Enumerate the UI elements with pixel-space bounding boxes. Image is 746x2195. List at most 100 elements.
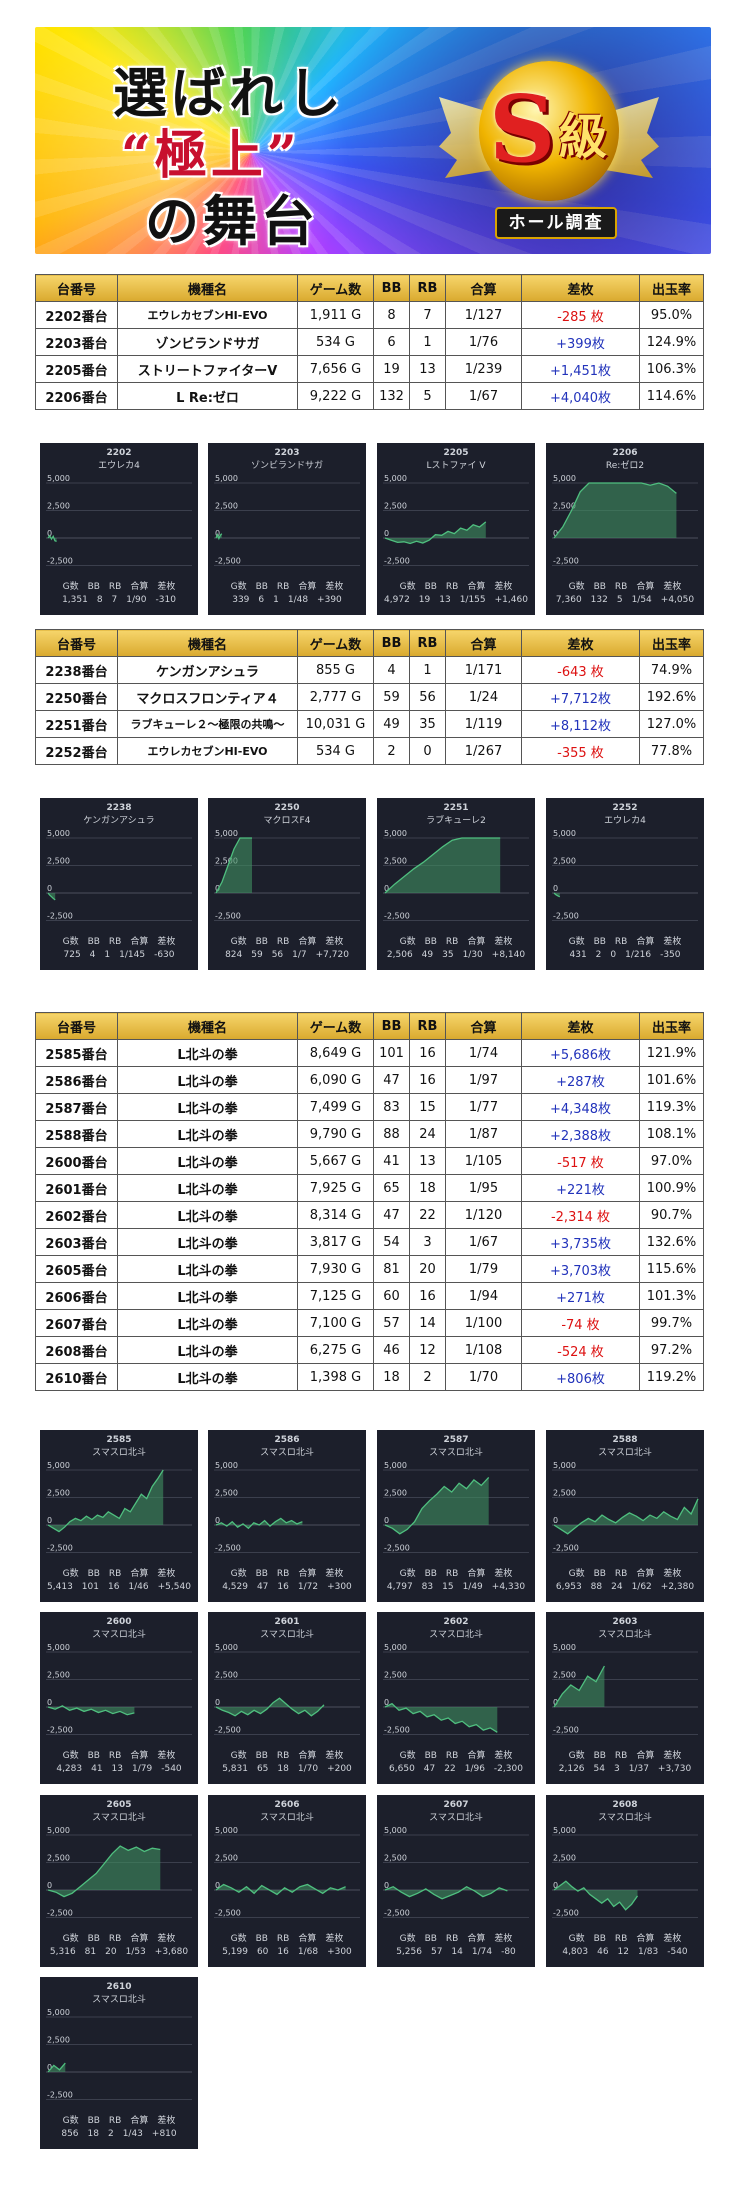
graph-header: 2610 スマスロ北斗 (40, 1981, 198, 2007)
graph-machine-name: スマスロ北斗 (598, 1448, 652, 1458)
axis-tick-label: -2,500 (553, 1726, 579, 1735)
series-area (385, 1477, 489, 1534)
graph-machine-name: スマスロ北斗 (429, 1448, 483, 1458)
series-area (554, 1498, 698, 1534)
axis-tick-label: 0 (553, 1516, 558, 1525)
slump-graph: 5,000 2,500 0 -2,500 (46, 1826, 192, 1918)
cell-rate: 115.6% (639, 1255, 704, 1283)
graph-card-2252: 2252 エウレカ4 5,000 2,500 0 -2,500 G数 BB RB 合算 差枚… (546, 798, 704, 970)
axis-tick-label: 2,500 (215, 502, 238, 511)
axis-tick-label: 5,000 (215, 1826, 238, 1835)
cell-games: 8,649 G (297, 1039, 374, 1067)
cell-rb: 16 (409, 1282, 446, 1310)
footer-labels: G数 BB RB 合算 差枚 (230, 937, 344, 947)
graph-card-2603: 2603 スマスロ北斗 5,000 2,500 0 -2,500 G数 BB RB 合算 差… (546, 1612, 704, 1784)
cell-kishu: L北斗の拳 (117, 1336, 298, 1364)
graph-card-2238: 2238 ケンガンアシュラ 5,000 2,500 0 -2,500 G数 BB RB 合算… (40, 798, 198, 970)
axis-tick-label: 0 (553, 884, 558, 893)
cell-gassan: 1/267 (445, 737, 522, 765)
series-line (384, 1476, 490, 1535)
graph-footer: G数 BB RB 合算 差枚 2,506 49 35 1/30 +8,140 (377, 936, 535, 962)
cell-kishu: L北斗の拳 (117, 1309, 298, 1337)
footer-stats: 4,529 47 16 1/72 +300 (222, 1582, 352, 1592)
graph-machine-name: スマスロ北斗 (92, 1448, 146, 1458)
axis-tick-label: -2,500 (215, 1726, 241, 1735)
graph-header: 2607 スマスロ北斗 (377, 1799, 535, 1825)
series-line (384, 521, 487, 545)
axis-tick-label: 2,500 (553, 1854, 576, 1863)
series-area (385, 1886, 508, 1899)
cell-rate: 132.6% (639, 1228, 704, 1256)
machine-table-2: 台番号 機種名 ゲーム数 BB RB 合算 差枚 出玉率 2238番台 ケンガンアシュラ 855 G… (35, 629, 704, 765)
graph-machine-number: 2607 (443, 1800, 469, 1810)
graph-machine-number: 2205 (443, 448, 469, 458)
table-header-row: 台番号 機種名 ゲーム数 BB RB 合算 差枚 出玉率 (35, 629, 704, 657)
cell-bb: 47 (373, 1066, 410, 1094)
series-line (47, 1705, 135, 1716)
cell-games: 534 G (297, 328, 374, 356)
axis-tick-label: 0 (215, 884, 220, 893)
axis-tick-label: 2,500 (215, 1854, 238, 1863)
series-line (47, 1469, 164, 1533)
graph-header: 2606 スマスロ北斗 (208, 1799, 366, 1825)
cell-bb: 19 (373, 355, 410, 383)
cell-sa: +5,686枚 (521, 1039, 640, 1067)
axis-tick-label: -2,500 (384, 1909, 410, 1918)
footer-labels: G数 BB RB 合算 差枚 (568, 1569, 682, 1579)
cell-kishu: L北斗の拳 (117, 1093, 298, 1121)
cell-games: 534 G (297, 737, 374, 765)
table-row: 2610番台 L北斗の拳 1,398 G 18 2 1/70 +806枚 119.2% (35, 1363, 704, 1391)
axis-tick-label: 0 (47, 1516, 52, 1525)
series-line (47, 892, 56, 901)
column-header-rate: 出玉率 (639, 1012, 704, 1040)
cell-rb: 35 (409, 710, 446, 738)
cell-bb: 101 (373, 1039, 410, 1067)
slump-graph: 5,000 2,500 0 -2,500 (46, 474, 192, 566)
cell-rate: 121.9% (639, 1039, 704, 1067)
series-area (554, 1666, 605, 1707)
series-area (216, 1884, 346, 1895)
axis-tick-label: -2,500 (215, 557, 241, 566)
slump-graph: 5,000 2,500 0 -2,500 (552, 1643, 698, 1735)
footer-labels: G数 BB RB 合算 差枚 (230, 582, 344, 592)
axis-tick-label: -2,500 (47, 2091, 73, 2100)
axis-tick-label: 0 (47, 884, 52, 893)
table-row: 2586番台 L北斗の拳 6,090 G 47 16 1/97 +287枚 101.6% (35, 1066, 704, 1094)
cell-rate: 127.0% (639, 710, 704, 738)
cell-sa: +4,348枚 (521, 1093, 640, 1121)
footer-labels: G数 BB RB 合算 差枚 (62, 582, 176, 592)
graph-footer: G数 BB RB 合算 差枚 1,351 8 7 1/90 -310 (40, 581, 198, 607)
column-header-rate: 出玉率 (639, 274, 704, 302)
footer-stats: 5,256 57 14 1/74 -80 (396, 1947, 516, 1957)
badge-emblem (479, 61, 619, 201)
cell-games: 7,100 G (297, 1309, 374, 1337)
slump-graph: 5,000 2,500 0 -2,500 (383, 1461, 529, 1553)
graph-footer: G数 BB RB 合算 差枚 2,126 54 3 1/37 +3,730 (546, 1750, 704, 1776)
graph-card-2606: 2606 スマスロ北斗 5,000 2,500 0 -2,500 G数 BB RB 合算 差… (208, 1795, 366, 1967)
cell-kishu: L北斗の拳 (117, 1363, 298, 1391)
series-line (215, 1697, 325, 1717)
graph-header: 2603 スマスロ北斗 (546, 1616, 704, 1642)
graph-card-2602: 2602 スマスロ北斗 5,000 2,500 0 -2,500 G数 BB RB 合算 差… (377, 1612, 535, 1784)
cell-kishu: L北斗の拳 (117, 1201, 298, 1229)
series-area (385, 521, 486, 544)
footer-labels: G数 BB RB 合算 差枚 (399, 937, 513, 947)
axis-tick-label: -2,500 (47, 557, 73, 566)
slump-graph: 5,000 2,500 0 -2,500 (552, 829, 698, 921)
graph-header: 2601 スマスロ北斗 (208, 1616, 366, 1642)
graph-header: 2588 スマスロ北斗 (546, 1434, 704, 1460)
graph-machine-name: ゾンビランドサガ (250, 461, 323, 471)
slump-graph: 5,000 2,500 0 -2,500 (383, 1643, 529, 1735)
cell-kishu: L北斗の拳 (117, 1039, 298, 1067)
badge-subtitle: ホール調査 (495, 207, 617, 239)
cell-gassan: 1/76 (445, 328, 522, 356)
table-row: 2607番台 L北斗の拳 7,100 G 57 14 1/100 -74 枚 99.7% (35, 1309, 704, 1337)
cell-gassan: 1/77 (445, 1093, 522, 1121)
cell-kishu: エウレカセブンHI-EVO (117, 737, 298, 765)
graph-header: 2206 Re:ゼロ2 (546, 447, 704, 473)
axis-tick-label: 0 (215, 1516, 220, 1525)
graph-machine-name: ラブキューレ2 (426, 816, 486, 826)
axis-tick-label: -2,500 (384, 1544, 410, 1553)
axis-tick-label: 5,000 (553, 1826, 576, 1835)
